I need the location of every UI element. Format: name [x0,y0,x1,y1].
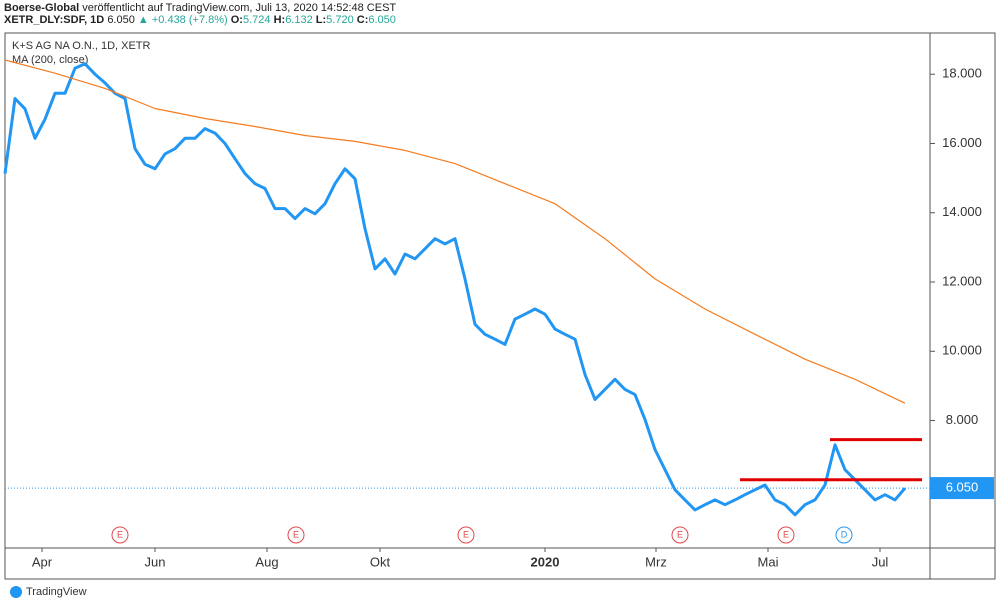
frame [4,32,996,580]
l-value: 5.720 [326,14,354,26]
event-label: E [463,529,469,539]
c-value: 6.050 [368,14,396,26]
x-tick-label: 2020 [531,554,560,569]
event-marker [457,526,475,544]
event-marker [777,526,795,544]
publish-line: Boerse-Global veröffentlicht auf Trading… [4,2,396,14]
y-tick-label: 8.000 [946,412,979,427]
event-marker [111,526,129,544]
symbol: XETR_DLY:SDF, 1D [4,14,105,26]
footer: TradingView [26,586,87,598]
x-tick-label: Jul [872,554,889,569]
y-tick-label: 18.000 [942,66,982,81]
x-tick-label: Mai [758,554,779,569]
ohlc: O:5.724 H:6.132 L:5.720 C:6.050 [231,14,396,26]
change: ▲ +0.438 (+7.8%) [137,14,228,26]
event-marker [835,526,853,544]
y-tick-label: 14.000 [942,204,982,219]
h-label: H: [273,14,286,26]
x-tick-label: Okt [370,554,391,569]
last-price-box [930,477,994,500]
event-label: E [293,529,299,539]
event-marker [671,526,689,544]
y-tick-label: 16.000 [942,135,982,150]
quote-line: XETR_DLY:SDF, 1D 6.050 ▲ +0.438 (+7.8%) … [4,14,396,26]
event-label: E [783,529,789,539]
legend-main: K+S AG NA O.N., 1D, XETR [12,40,151,52]
event-label: D [841,529,848,539]
o-label: O: [230,14,243,26]
c-label: C: [356,14,369,26]
o-value: 5.724 [242,14,271,26]
last-price-label: 6.050 [946,480,979,495]
price: 6.050 [107,14,135,26]
x-tick-label: Mrz [645,554,667,569]
publisher: Boerse-Global [4,2,80,14]
y-tick-label: 10.000 [942,343,982,358]
ma-line [4,59,906,404]
price-line [3,62,907,517]
h-value: 6.132 [285,14,313,26]
legend-ma: MA (200, close) [12,54,88,66]
x-tick-label: Jun [145,554,166,569]
l-label: L: [315,14,327,26]
y-tick-label: 12.000 [942,273,982,288]
event-label: E [117,529,123,539]
event-marker [287,526,305,544]
event-label: E [677,529,683,539]
header: Boerse-Global veröffentlicht auf Trading… [4,2,396,26]
tv-logo [10,586,22,598]
x-tick-label: Apr [32,554,53,569]
published: veröffentlicht auf TradingView.com, Juli… [82,2,397,14]
x-tick-label: Aug [255,554,278,569]
